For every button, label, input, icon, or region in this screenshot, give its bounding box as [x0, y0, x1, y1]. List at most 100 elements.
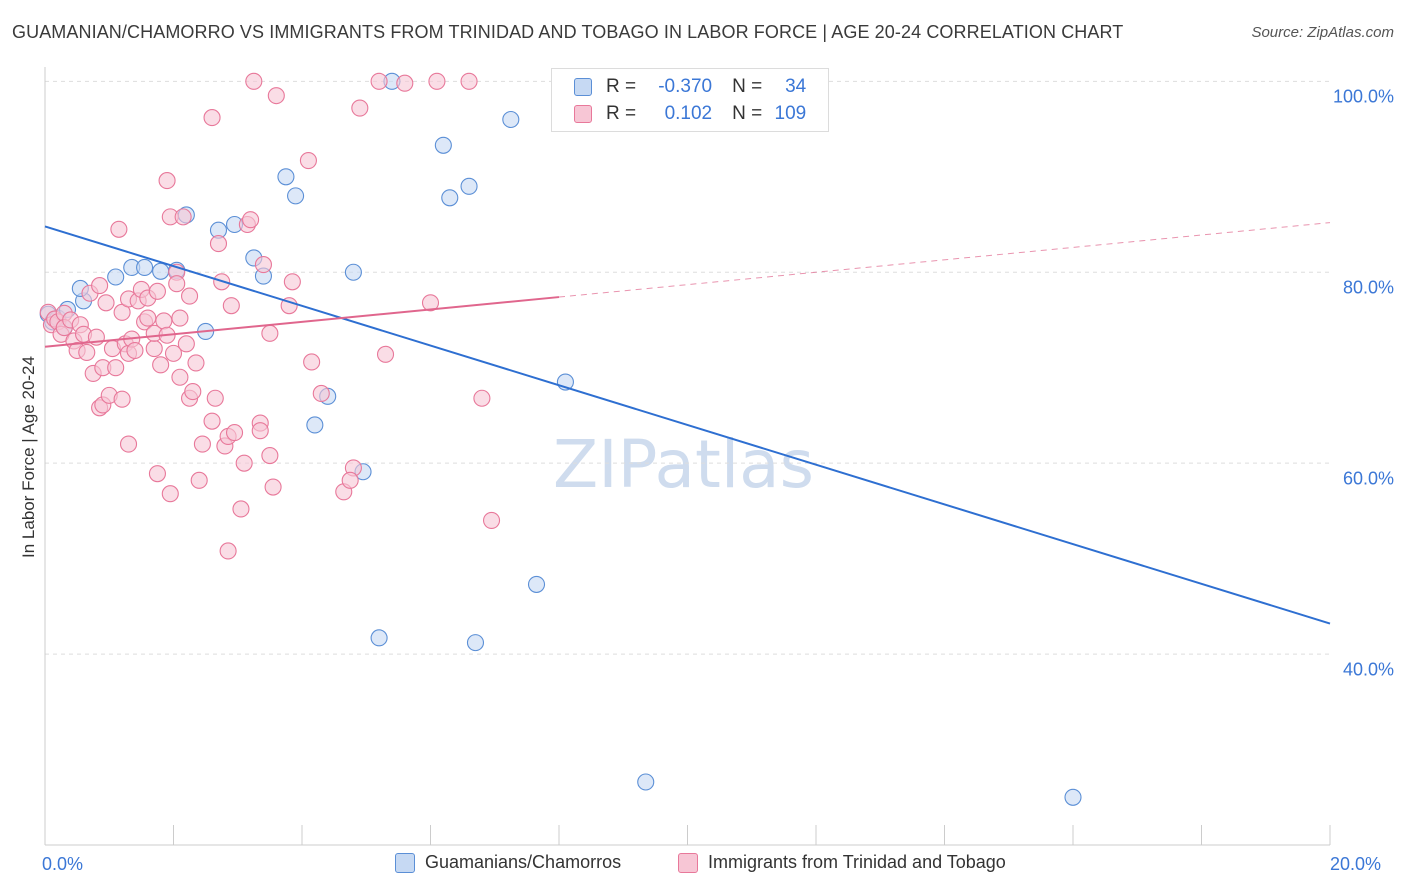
trinidad-point [264, 478, 282, 496]
trinidad-point [209, 235, 228, 253]
trinidad-point [206, 389, 224, 407]
trinidad-point [428, 72, 446, 90]
trinidad-point [171, 309, 189, 327]
trinidad-point [473, 389, 491, 407]
y-tick-label: 80.0% [1342, 277, 1394, 298]
trinidad-point [97, 294, 115, 312]
trinidad-point [225, 424, 244, 442]
legend-n-value: 109 [774, 103, 807, 124]
trinidad-point [190, 471, 208, 489]
zipatlas-watermark: ZIPatlas [553, 398, 814, 510]
legend-item-guamanians[interactable]: Guamanians/Chamorros [395, 852, 621, 873]
blue-swatch [574, 78, 592, 96]
trinidad-point [267, 87, 285, 105]
trinidad-point [158, 172, 176, 190]
pink-swatch [574, 105, 592, 123]
trinidad-point [145, 340, 163, 358]
guamanian-point [460, 177, 478, 195]
legend-item-label: Guamanians/Chamorros [425, 852, 622, 872]
y-tick-label: 40.0% [1342, 659, 1394, 680]
trinidad-point [148, 465, 166, 483]
guamanian-point [370, 629, 388, 647]
guamanian-point [527, 575, 546, 593]
trinidad-point [482, 511, 501, 529]
y-tick-label: 60.0% [1342, 468, 1394, 489]
trinidad-point [312, 384, 330, 403]
trinidad-point [245, 72, 263, 90]
legend-item-label: Immigrants from Trinidad and Tobago [708, 852, 1006, 872]
trinidad-point [203, 412, 221, 430]
legend-n-label: N = [732, 103, 763, 124]
guamanian-point [277, 168, 295, 186]
trinidad-trend-line [44, 296, 560, 348]
chart-title: GUAMANIAN/CHAMORRO VS IMMIGRANTS FROM TR… [12, 22, 1124, 42]
trinidad-point [283, 273, 301, 291]
guamanian-point [434, 136, 452, 154]
trinidad-point [376, 345, 395, 363]
trinidad-point [242, 211, 260, 229]
source-label: Source: ZipAtlas.com [1251, 24, 1394, 41]
trinidad-point [110, 220, 128, 238]
trinidad-point [161, 485, 179, 503]
trinidad-point [232, 500, 250, 518]
trinidad-point [261, 324, 279, 342]
trinidad-point [148, 282, 166, 300]
guamanian-trend-line [44, 225, 1331, 625]
y-tick-label: 100.0% [1332, 86, 1394, 107]
legend-n-label: N = [732, 76, 763, 97]
trinidad-point [193, 435, 211, 453]
trinidad-point [351, 99, 369, 117]
trinidad-point [78, 343, 96, 361]
trinidad-point [164, 344, 183, 362]
trinidad-point [235, 454, 253, 472]
guamanian-point [637, 773, 655, 791]
trinidad-point [174, 208, 192, 226]
guamanian-point [136, 258, 154, 277]
legend-item-trinidad[interactable]: Immigrants from Trinidad and Tobago [678, 852, 1006, 873]
legend-r-value: 0.102 [664, 103, 713, 124]
trinidad-point [203, 109, 221, 127]
trinidad-point [341, 471, 359, 489]
trinidad-point [152, 356, 170, 374]
trinidad-point [254, 256, 273, 274]
guamanian-point [287, 187, 305, 205]
trinidad-point [126, 341, 144, 360]
trinidad-point [251, 422, 269, 440]
trinidad-point [370, 72, 388, 90]
trinidad-point [181, 287, 199, 305]
trinidad-point [460, 72, 478, 90]
guamanian-point [107, 268, 125, 286]
trinidad-point [299, 152, 317, 170]
trinidad-point [168, 275, 186, 293]
trinidad-point [113, 390, 131, 408]
trinidad-point [184, 383, 202, 401]
legend-r-label: R = [606, 103, 637, 124]
guamanian-point [502, 110, 520, 129]
x-tick-label: 20.0% [1330, 854, 1382, 874]
x-tick-label: 0.0% [42, 854, 84, 874]
trinidad-point [219, 542, 237, 560]
guamanian-point [306, 416, 324, 434]
correlation-legend: R = -0.370 N = 34 R = 0.102 N = 109 [551, 68, 829, 132]
y-axis-label: In Labor Force | Age 20-24 [19, 356, 38, 558]
trinidad-point [187, 354, 205, 372]
guamanian-point [344, 263, 362, 281]
guamanian-point [441, 189, 459, 207]
guamanian-point [152, 262, 170, 280]
trinidad-point [303, 353, 321, 371]
trinidad-point [155, 312, 173, 330]
trinidad-point [421, 294, 440, 312]
trinidad-point [396, 74, 414, 92]
legend-row-blue: R = -0.370 N = 34 [574, 75, 806, 99]
trinidad-point [171, 368, 189, 386]
pink-swatch [678, 852, 698, 873]
trinidad-point [261, 446, 279, 465]
trinidad-point [177, 335, 195, 353]
watermark-zip: ZIP [553, 426, 655, 503]
trinidad-point [139, 309, 157, 327]
trinidad-point [222, 297, 240, 315]
guamanian-point [466, 634, 485, 652]
trinidad-point [119, 435, 138, 453]
guamanian-point [1064, 788, 1082, 806]
